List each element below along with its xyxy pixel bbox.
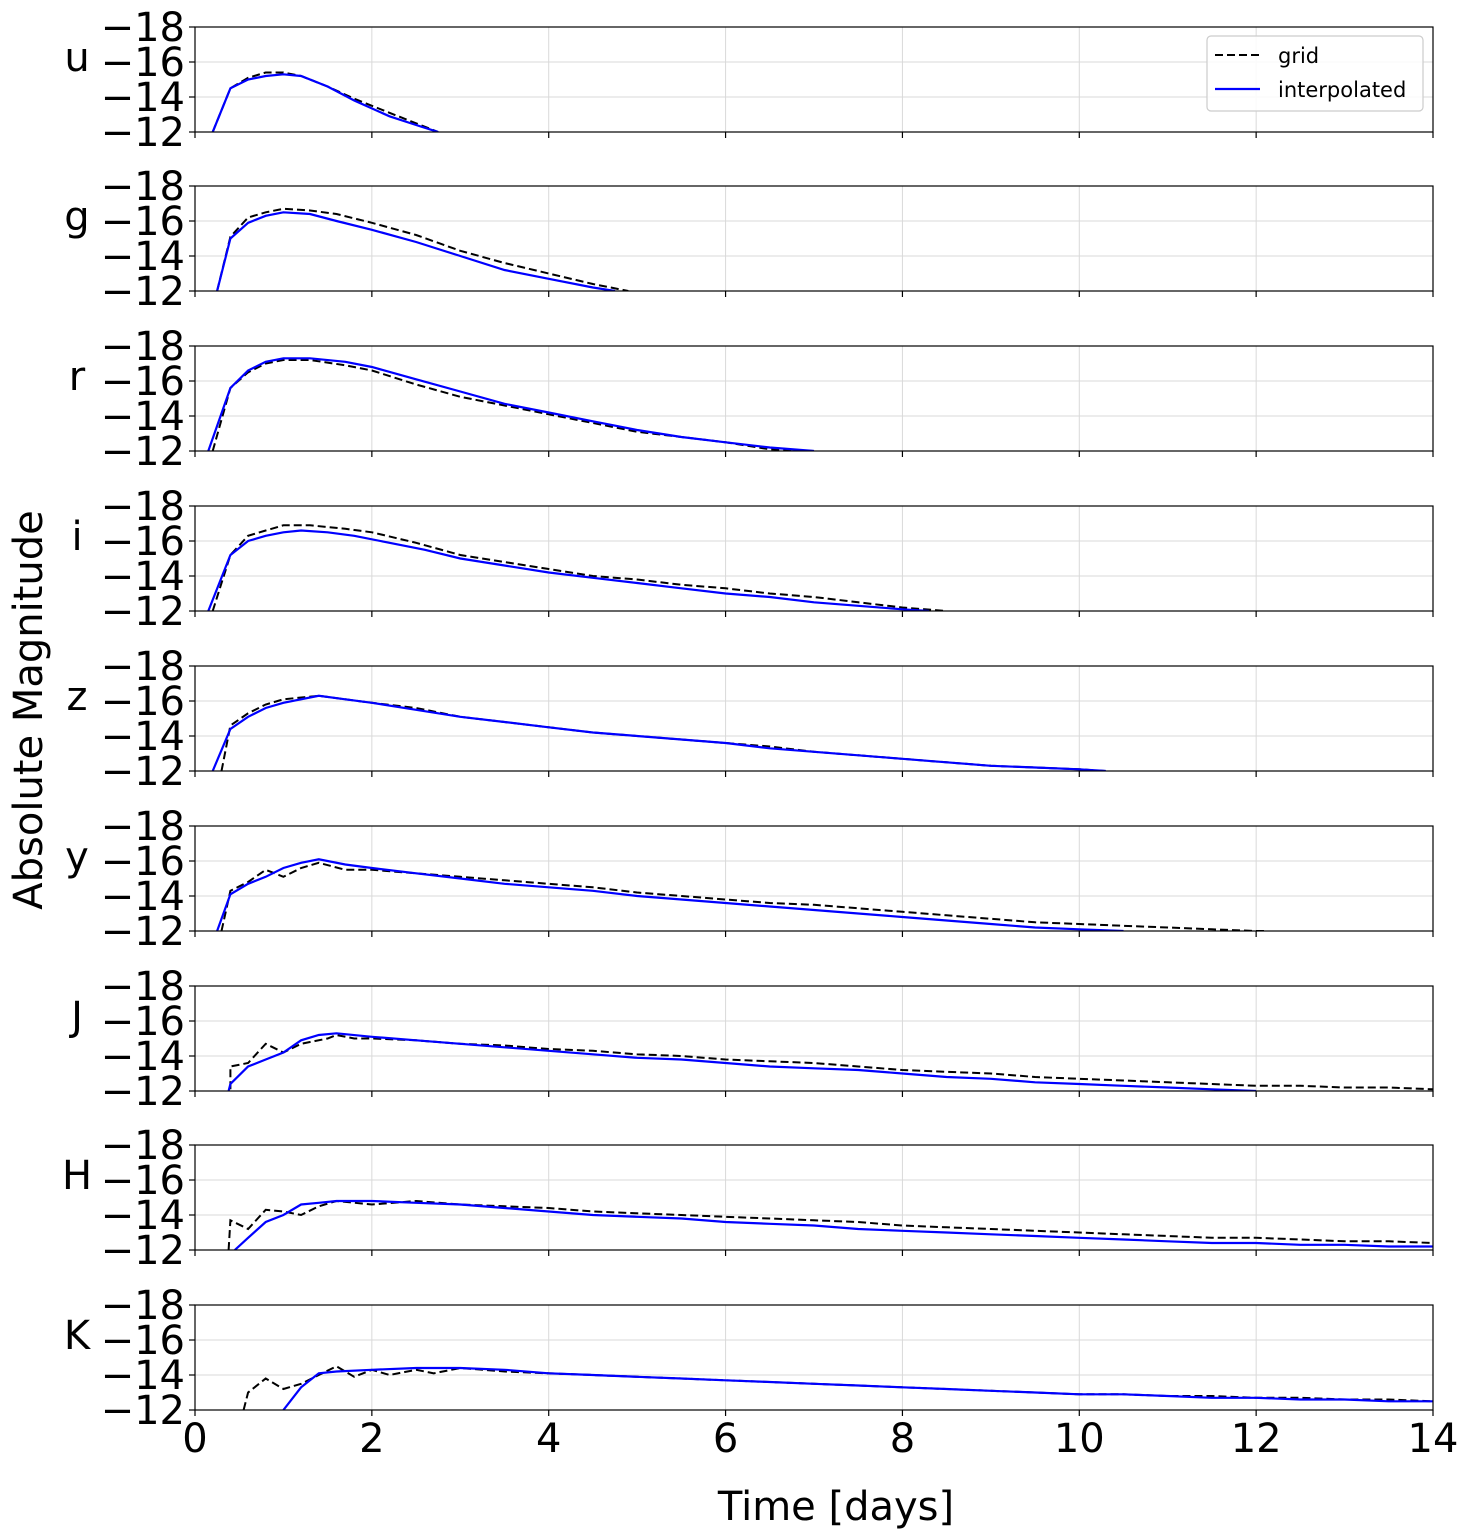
x-tick-label: 10 <box>1054 1416 1105 1462</box>
panel-J: −12−14−16−18 J <box>68 964 1434 1115</box>
x-tick-label: 2 <box>359 1416 384 1462</box>
series-grid-z <box>220 694 1106 771</box>
legend: grid interpolated <box>1206 35 1424 112</box>
y-tick-label: −18 <box>101 644 185 690</box>
y-tick-label: −14 <box>101 75 185 121</box>
series-interpolated-y <box>216 858 1124 931</box>
y-tick-label: −14 <box>101 714 185 760</box>
y-tick-label: −16 <box>101 199 185 245</box>
y-tick-label: −16 <box>101 679 185 725</box>
y-tick-label: −14 <box>101 394 185 440</box>
band-label-z: z <box>67 674 88 720</box>
panel-frame <box>194 985 1434 1092</box>
legend-box <box>1206 35 1424 112</box>
y-tick-label: −18 <box>101 1123 185 1169</box>
series-interpolated-u <box>211 73 439 132</box>
panel-i: −12−14−16−18 i <box>71 484 1434 635</box>
y-tick-label: −12 <box>101 909 185 955</box>
y-tick-label: −12 <box>101 1388 185 1434</box>
series-grid-K <box>242 1365 1433 1410</box>
panel-frame <box>194 1304 1434 1411</box>
x-tick-label: 12 <box>1231 1416 1282 1462</box>
legend-grid-label: grid <box>1278 44 1319 68</box>
band-label-i: i <box>71 514 82 560</box>
panel-frame <box>194 825 1434 932</box>
y-tick-label: −18 <box>101 964 185 1010</box>
series-interpolated-z <box>211 694 1106 771</box>
x-tick-labels: 0 2 4 6 8 10 12 14 <box>182 1416 1458 1462</box>
panel-frame <box>194 665 1434 772</box>
y-tick-label: −12 <box>101 1069 185 1115</box>
y-tick-label: −18 <box>101 1283 185 1329</box>
band-label-r: r <box>69 354 86 400</box>
x-axis-label: Time [days] <box>717 1484 954 1530</box>
series-grid-H <box>227 1199 1433 1250</box>
panels: −12−14−16−18u−12−14−16−18g−12−14−16−18r−… <box>62 5 1434 1434</box>
y-tick-label: −16 <box>101 359 185 405</box>
band-label-g: g <box>64 194 89 240</box>
y-tick-label: −16 <box>101 999 185 1045</box>
y-tick-label: −18 <box>101 804 185 850</box>
y-tick-label: −16 <box>101 1318 185 1364</box>
y-tick-label: −12 <box>101 589 185 635</box>
panel-frame <box>194 185 1434 292</box>
y-tick-label: −14 <box>101 1193 185 1239</box>
y-tick-label: −14 <box>101 874 185 920</box>
series-interpolated-H <box>234 1199 1433 1250</box>
y-tick-label: −16 <box>101 519 185 565</box>
y-tick-label: −18 <box>101 164 185 210</box>
y-tick-label: −14 <box>101 554 185 600</box>
panel-r: −12−14−16−18 r <box>69 324 1434 475</box>
series-grid-i <box>211 524 947 611</box>
y-tick-label: −18 <box>101 324 185 370</box>
y-tick-label: −14 <box>101 1353 185 1399</box>
band-label-H: H <box>62 1153 92 1199</box>
panel-frame <box>194 1144 1434 1251</box>
panel-u: −12−14−16−18 u <box>64 5 1434 156</box>
y-tick-label: −14 <box>101 234 185 280</box>
y-tick-label: −16 <box>101 839 185 885</box>
series-interpolated-r <box>207 357 815 451</box>
series-grid-g <box>216 207 629 291</box>
panel-frame <box>194 345 1434 452</box>
panel-K: −12−14−16−18K <box>64 1283 1434 1434</box>
y-tick-label: −16 <box>101 40 185 86</box>
band-label-K: K <box>64 1313 92 1359</box>
y-tick-label: −14 <box>101 1034 185 1080</box>
panel-z: −12−14−16−18 z <box>67 644 1434 795</box>
x-tick-label: 4 <box>536 1416 561 1462</box>
x-tick-label: 6 <box>713 1416 738 1462</box>
x-tick-label: 0 <box>182 1416 207 1462</box>
series-interpolated-i <box>207 529 930 611</box>
y-tick-label: −16 <box>101 1158 185 1204</box>
band-label-u: u <box>64 35 89 81</box>
y-tick-label: −12 <box>101 749 185 795</box>
panel-y: −12−14−16−18 y <box>65 804 1434 955</box>
legend-interpolated-label: interpolated <box>1278 78 1406 102</box>
y-tick-label: −12 <box>101 429 185 475</box>
panel-g: −12−14−16−18 g <box>64 164 1434 315</box>
x-tick-label: 14 <box>1408 1416 1459 1462</box>
y-tick-label: −12 <box>101 269 185 315</box>
y-tick-label: −18 <box>101 5 185 51</box>
series-interpolated-J <box>227 1032 1257 1091</box>
y-tick-label: −18 <box>101 484 185 530</box>
y-tick-label: −12 <box>101 110 185 156</box>
panel-frame <box>194 26 1434 133</box>
x-tick-label: 8 <box>890 1416 915 1462</box>
series-grid-y <box>220 861 1265 931</box>
panel-frame <box>194 505 1434 612</box>
band-label-y: y <box>65 834 89 880</box>
y-tick-label: −12 <box>101 1228 185 1274</box>
series-grid-J <box>229 1033 1433 1091</box>
panel-H: −12−14−16−18H <box>62 1123 1434 1274</box>
series-interpolated-K <box>282 1366 1433 1410</box>
band-label-J: J <box>68 994 83 1040</box>
y-axis-label: Absolute Magnitude <box>6 510 52 909</box>
series-interpolated-g <box>216 211 616 291</box>
